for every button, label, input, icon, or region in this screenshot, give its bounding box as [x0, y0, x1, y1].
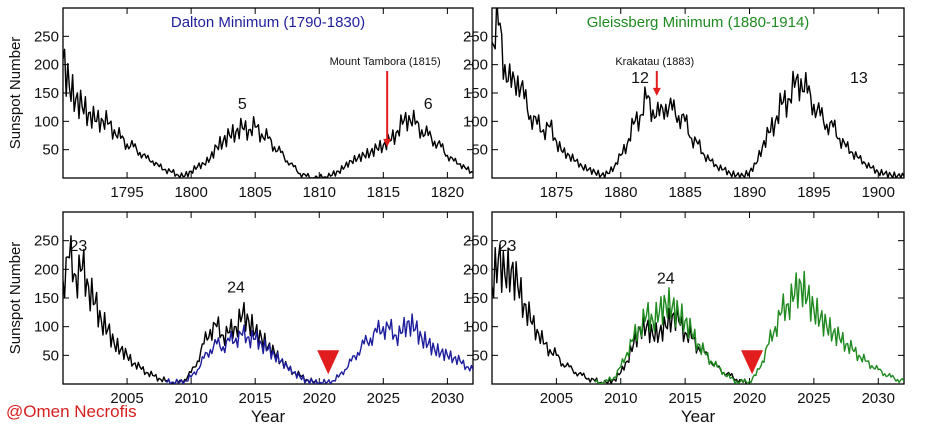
bottom-right-ytick-label: 100 [463, 319, 488, 336]
top-right-xtick-label: 1880 [604, 184, 637, 201]
top-right-ytick-label: 50 [471, 142, 488, 159]
top-left-ytick-label: 150 [34, 85, 59, 102]
top-left-cycle-label: 5 [238, 96, 247, 113]
top-left-event-label: Mount Tambora (1815) [330, 56, 441, 68]
top-left-title: Dalton Minimum (1790-1830) [171, 14, 365, 31]
bottom-right-xtick-label: 2005 [540, 390, 573, 407]
top-left-ytick-label: 200 [34, 57, 59, 74]
top-right-series-line-0 [492, 8, 904, 178]
bottom-right-ytick-label: 150 [463, 290, 488, 307]
bottom-right-xtick-label: 2025 [797, 390, 830, 407]
bottom-right-xtick-label: 2015 [668, 390, 701, 407]
top-right-cycle-label: 12 [631, 70, 649, 87]
top-left-series-line-0 [63, 48, 473, 178]
top-left-ytick-label: 50 [42, 142, 59, 159]
bottom-right-xtick-label: 2010 [604, 390, 637, 407]
top-right-plot-frame [491, 7, 905, 179]
bottom-left-xtick-label: 2005 [110, 390, 143, 407]
bottom-left-minimum-marker [317, 350, 340, 375]
top-left-ylabel: Sunspot Number [7, 37, 24, 150]
top-left-plot-frame [62, 7, 474, 179]
bottom-right-series-line-1 [594, 270, 904, 384]
top-right-xtick-label: 1900 [862, 184, 895, 201]
top-right-event-arrow-head [652, 87, 661, 96]
bottom-left-ytick-label: 100 [34, 319, 59, 336]
top-left-ytick-label: 250 [34, 28, 59, 45]
bottom-right-xlabel: Year [681, 407, 716, 426]
bottom-right-cycle-label: 24 [657, 271, 675, 288]
top-right-ytick-label: 250 [463, 28, 488, 45]
top-left-event-arrow-head [383, 138, 392, 147]
bottom-right-xtick-label: 2030 [862, 390, 895, 407]
top-right-ytick-label: 150 [463, 85, 488, 102]
bottom-left-xtick-label: 2020 [303, 390, 336, 407]
bottom-left-xtick-label: 2030 [431, 390, 464, 407]
bottom-left-ytick-label: 50 [42, 347, 59, 364]
top-left-xtick-label: 1795 [110, 184, 143, 201]
bottom-right-series-line-0 [492, 243, 750, 384]
top-left-cycle-label: 6 [424, 96, 433, 113]
credit-watermark: @Omen Necrofis [6, 402, 137, 421]
bottom-right-cycle-label: 23 [499, 238, 517, 255]
top-right-title: Gleissberg Minimum (1880-1914) [587, 14, 810, 31]
bottom-right-minimum-marker [741, 350, 764, 375]
bottom-right-plot-frame [491, 211, 905, 385]
top-right-xtick-label: 1895 [797, 184, 830, 201]
bottom-left-ytick-label: 250 [34, 233, 59, 250]
bottom-left-cycle-label: 24 [227, 279, 245, 296]
top-right-xtick-label: 1875 [540, 184, 573, 201]
top-right-xtick-label: 1885 [668, 184, 701, 201]
bottom-left-ytick-label: 150 [34, 290, 59, 307]
bottom-left-xtick-label: 2015 [239, 390, 272, 407]
top-right-cycle-label: 13 [850, 70, 868, 87]
bottom-left-cycle-label: 23 [69, 238, 87, 255]
top-right-ytick-label: 100 [463, 113, 488, 130]
bottom-right-ytick-label: 200 [463, 261, 488, 278]
bottom-left-ylabel: Sunspot Number [7, 242, 24, 355]
bottom-right-xtick-label: 2020 [733, 390, 766, 407]
top-left-xtick-label: 1800 [174, 184, 207, 201]
top-right-xtick-label: 1890 [733, 184, 766, 201]
bottom-left-ytick-label: 200 [34, 261, 59, 278]
top-left-xtick-label: 1820 [431, 184, 464, 201]
top-left-ytick-label: 100 [34, 113, 59, 130]
bottom-right-ytick-label: 250 [463, 233, 488, 250]
bottom-right-ytick-label: 50 [471, 347, 488, 364]
top-left-xtick-label: 1805 [239, 184, 272, 201]
top-right-event-label: Krakatau (1883) [615, 56, 694, 68]
bottom-left-series-line-1 [165, 313, 473, 384]
bottom-left-xtick-label: 2010 [174, 390, 207, 407]
bottom-left-xtick-label: 2025 [367, 390, 400, 407]
top-right-ytick-label: 200 [463, 57, 488, 74]
bottom-left-xlabel: Year [251, 407, 286, 426]
top-left-xtick-label: 1815 [367, 184, 400, 201]
top-left-xtick-label: 1810 [303, 184, 336, 201]
